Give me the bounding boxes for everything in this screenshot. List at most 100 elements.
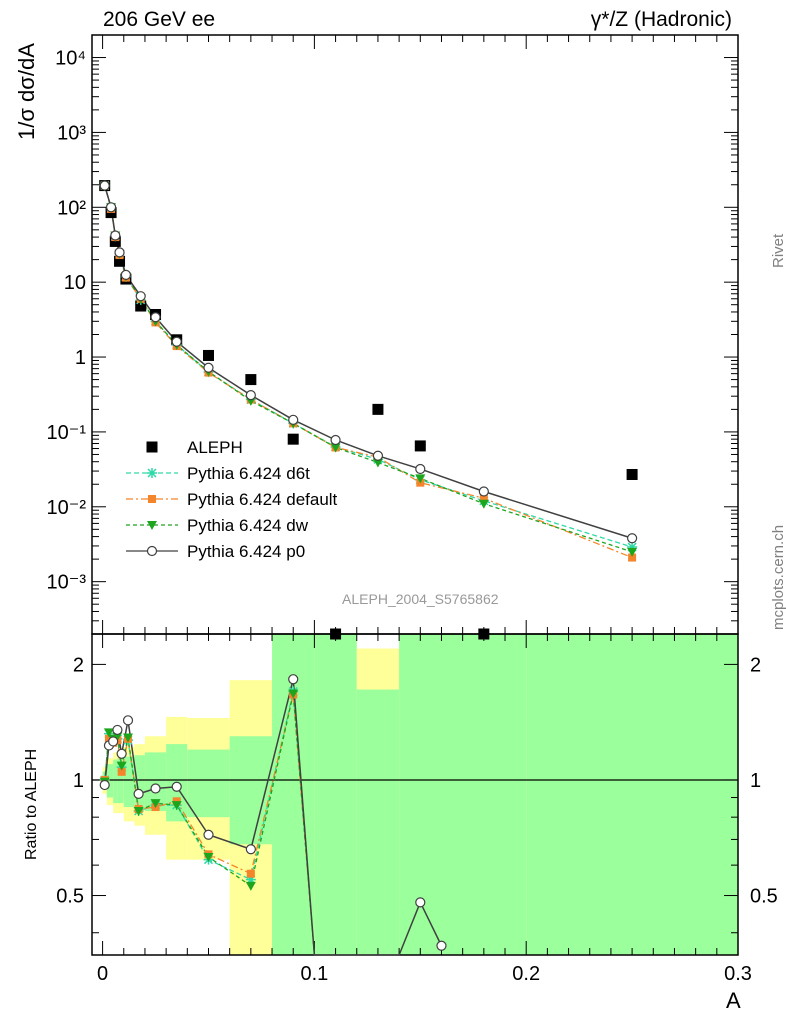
header-right-title: γ*/Z (Hadronic) — [590, 8, 732, 31]
main-line-p0 — [103, 185, 633, 539]
ratio-y-tick-label-left: 2 — [73, 654, 84, 676]
x-tick-label: 0.3 — [724, 963, 752, 985]
main-point-p0 — [150, 312, 161, 323]
legend-label-data: ALEPH — [187, 438, 243, 457]
main-point-dw — [372, 458, 383, 468]
ratio-point-dw — [116, 761, 127, 771]
main-point-p0 — [114, 247, 125, 258]
main-point-p0 — [120, 269, 131, 281]
ratio-band-green — [134, 755, 145, 810]
ratio-point-p0 — [133, 788, 144, 799]
main-point-d6t — [627, 542, 638, 553]
ratio-point-default — [117, 767, 126, 776]
main-point-p0 — [245, 390, 256, 401]
ratio-point-p0 — [203, 829, 214, 840]
ratio-band-green — [356, 689, 400, 955]
ratio-point-p0 — [112, 724, 123, 736]
main-point-p0 — [171, 336, 182, 347]
main-point-p0 — [330, 434, 341, 446]
main-line-d6t — [104, 185, 633, 548]
main-point-p0 — [110, 230, 121, 241]
main-point-dw — [478, 499, 489, 509]
ratio-point-dw — [112, 732, 123, 742]
ratio-point-p0 — [436, 940, 447, 951]
ratio-band-green — [113, 759, 118, 804]
y-tick-label: 10 — [64, 272, 86, 294]
main-point-dw — [627, 547, 638, 557]
ratio-point-dw — [288, 689, 299, 699]
legend-marker-dw — [147, 521, 157, 530]
ratio-point-dw — [245, 881, 256, 891]
x-axis-label: A — [726, 988, 741, 1013]
y-tick-label: 10⁴ — [55, 48, 86, 70]
main-line-default — [104, 185, 633, 559]
ratio-point-p0 — [415, 897, 426, 908]
main-point-p0 — [478, 486, 489, 497]
main-point-p0 — [372, 450, 384, 461]
main-point-p0 — [203, 362, 214, 373]
ratio-band-green — [526, 634, 738, 955]
ratio-y-tick-label-left: 1 — [73, 770, 84, 792]
main-point-data — [114, 255, 126, 267]
legend-marker-d6t — [147, 468, 157, 478]
ratio-point-dw — [123, 733, 134, 743]
ratio-band-green — [314, 634, 357, 955]
main-point-data — [626, 468, 638, 480]
main-point-data — [330, 628, 342, 640]
main-point-p0 — [415, 463, 426, 475]
main-point-data — [245, 374, 257, 386]
main-point-dw — [415, 474, 426, 484]
ratio-point-p0 — [108, 736, 119, 747]
ratio-point-dw — [150, 799, 161, 809]
ratio-point-p0 — [150, 783, 161, 794]
ratio-band-yellow — [356, 648, 400, 690]
ratio-y-tick-label-left: 0.5 — [56, 886, 84, 908]
ratio-plot-frame — [91, 633, 739, 956]
x-tick-label: 0 — [97, 963, 108, 985]
main-point-data — [287, 433, 299, 445]
main-point-p0 — [626, 533, 638, 544]
y-tick-label: 10³ — [57, 122, 86, 144]
ratio-point-p0 — [171, 781, 182, 792]
ratio-point-p0 — [245, 844, 256, 855]
y-tick-label: 10⁻¹ — [47, 422, 87, 444]
ratio-point-p0 — [116, 748, 127, 759]
ratio-band-green — [187, 749, 230, 818]
main-point-data — [478, 628, 490, 640]
main-line-dw — [104, 185, 633, 553]
ratio-point-p0 — [288, 674, 299, 685]
ratio-point-dw — [203, 852, 214, 862]
ratio-y-tick-label-right: 0.5 — [750, 886, 778, 908]
y-tick-label: 10⁻² — [47, 497, 87, 519]
ratio-point-p0 — [99, 779, 110, 791]
main-point-data — [135, 300, 147, 312]
legend-label-default: Pythia 6.424 default — [187, 490, 338, 509]
legend-label-p0: Pythia 6.424 p0 — [187, 542, 305, 561]
y-tick-label: 10⁻³ — [47, 572, 87, 594]
main-point-default — [479, 494, 488, 503]
main-point-p0 — [135, 291, 146, 302]
ratio-point-dw — [133, 807, 144, 817]
ratio-band-green — [144, 752, 167, 812]
ratio-band-green — [441, 634, 527, 955]
legend-marker-data — [146, 441, 158, 453]
ratio-band-green — [123, 756, 135, 808]
main-point-dw — [330, 443, 341, 453]
main-point-data — [109, 235, 121, 247]
ratio-y-tick-label-right: 1 — [750, 770, 761, 792]
ratio-point-default — [246, 869, 255, 878]
ratio-y-tick-label-right: 2 — [750, 654, 761, 676]
ratio-point-dw — [171, 801, 182, 811]
ratio-point-dw — [103, 728, 114, 738]
x-tick-label: 0.2 — [512, 963, 540, 985]
legend-label-d6t: Pythia 6.424 d6t — [187, 464, 310, 483]
ratio-band-green — [106, 764, 114, 798]
y-tick-label: 10² — [57, 197, 86, 219]
ratio-point-p0 — [122, 715, 134, 726]
analysis-watermark: ALEPH_2004_S5765862 — [342, 591, 499, 607]
main-point-p0 — [288, 414, 299, 425]
main-point-default — [628, 553, 637, 562]
ratio-point-d6t — [245, 874, 256, 885]
main-point-p0 — [99, 180, 110, 191]
